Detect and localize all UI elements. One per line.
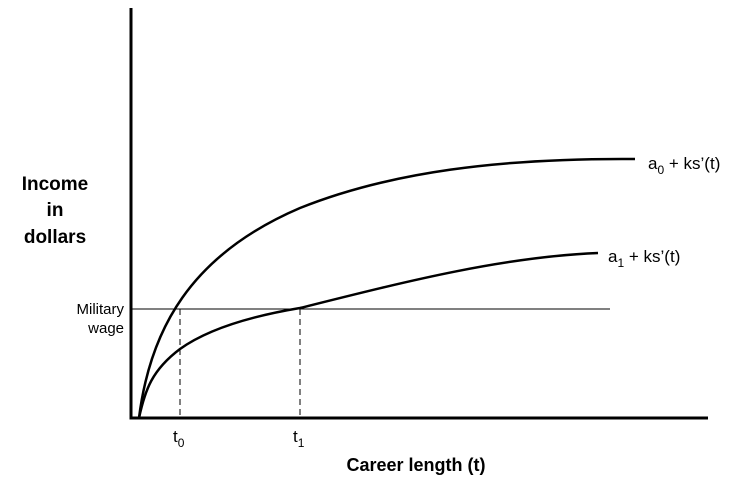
t1-marker-label: t1 (293, 427, 305, 450)
t0-marker-subscript: 0 (178, 436, 185, 450)
y-axis-label-line-3: dollars (24, 227, 86, 248)
curve-a1-label-subscript: 1 (617, 256, 624, 270)
curve-a0-label-subscript: 0 (657, 163, 664, 177)
military-wage-label-line-1: Military (77, 301, 125, 318)
t0-marker-label: t0 (173, 427, 185, 450)
curve-a1 (137, 251, 599, 419)
t1-marker-base: t (293, 427, 298, 446)
curve-a0-label: a0 + ks’(t) (648, 154, 720, 177)
t0-marker-base: t (173, 427, 178, 446)
curve-a1-label-rest: + ks’(t) (624, 247, 680, 266)
curve-a1-label: a1 + ks’(t) (608, 247, 680, 270)
curve-a1-label-base: a (608, 247, 618, 266)
y-axis-label-line-2: in (47, 200, 64, 221)
x-axis-label: Career length (t) (346, 455, 485, 475)
y-axis-label-line-1: Income (22, 174, 89, 195)
curve-a0-label-base: a (648, 154, 658, 173)
military-wage-label-line-2: wage (87, 320, 124, 337)
curve-a0 (137, 157, 636, 419)
t1-marker-subscript: 1 (298, 436, 305, 450)
curve-a0-label-rest: + ks’(t) (664, 154, 720, 173)
